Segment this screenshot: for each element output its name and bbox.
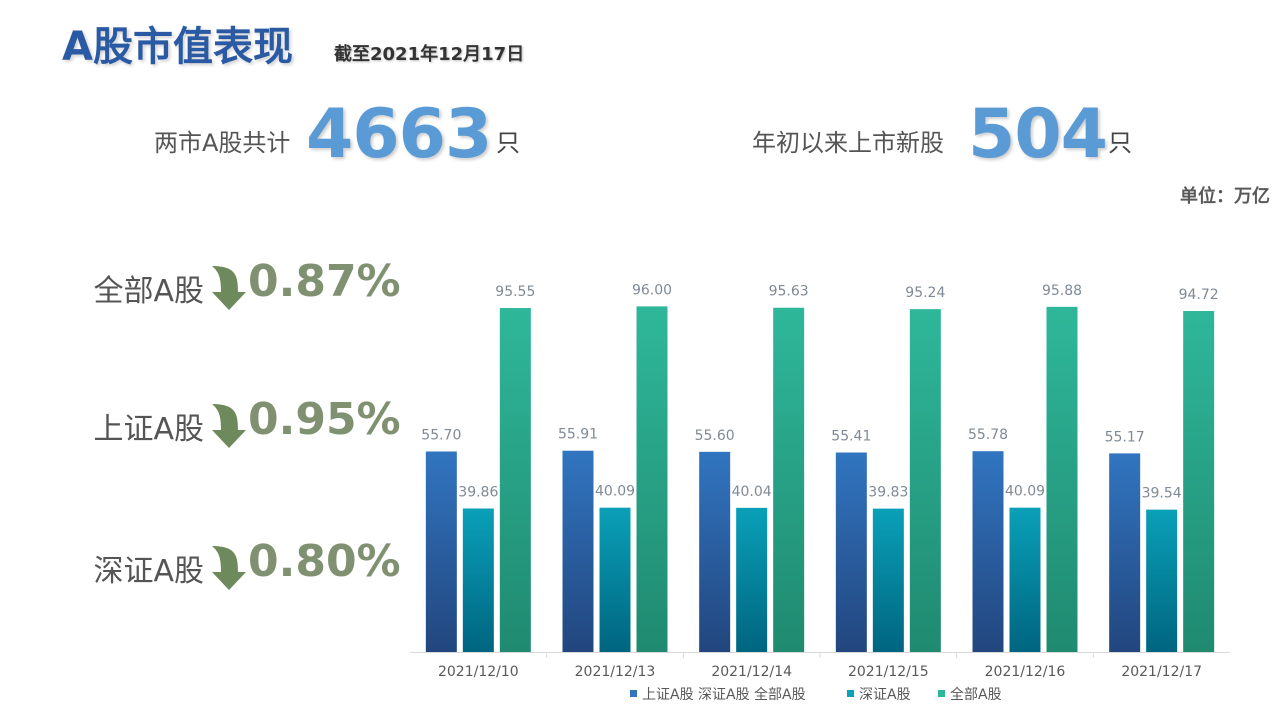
legend-swatch: [630, 690, 637, 697]
bar-2-6: [1146, 509, 1178, 652]
change-shenzhen-a: 深证A股 0.80%: [0, 536, 420, 600]
legend-label: 深证A股: [859, 687, 911, 703]
data-label: 95.88: [1042, 283, 1082, 299]
legend-label: 上证A股 深证A股 全部A股: [642, 686, 806, 703]
down-arrow-icon: [212, 266, 246, 310]
data-label: 40.04: [732, 484, 772, 500]
x-tick-label: 2021/12/14: [711, 664, 792, 680]
data-label: 40.09: [1005, 484, 1045, 500]
bar-3-4: [909, 309, 941, 652]
stat-total-stocks: 两市A股共计 4663 只: [0, 95, 640, 185]
bar-1-5: [972, 451, 1004, 652]
bar-1-3: [699, 451, 731, 652]
stat-label: 两市A股共计: [154, 129, 291, 157]
bar-3-6: [1183, 311, 1215, 652]
x-tick-label: 2021/12/13: [575, 664, 656, 680]
change-label: 全部A股: [93, 274, 204, 309]
stat-label: 年初以来上市新股: [752, 129, 944, 157]
bar-3-5: [1046, 306, 1078, 652]
bar-2-5: [1009, 507, 1041, 652]
data-label: 55.78: [968, 427, 1008, 443]
change-value: 0.87%: [248, 256, 401, 307]
change-all-a: 全部A股 0.87%: [0, 256, 420, 320]
bar-1-1: [425, 451, 457, 652]
change-value: 0.80%: [248, 536, 401, 587]
bar-3-1: [499, 308, 531, 652]
data-label: 55.60: [695, 428, 735, 444]
stat-unit: 只: [1108, 129, 1132, 157]
x-tick-label: 2021/12/15: [848, 664, 929, 680]
data-label: 39.83: [868, 485, 908, 501]
stat-unit: 只: [496, 129, 520, 157]
bar-2-4: [872, 508, 904, 652]
x-tick-label: 2021/12/16: [985, 664, 1066, 680]
bar-3-2: [636, 306, 668, 652]
data-label: 55.70: [421, 427, 461, 443]
down-arrow-icon: [212, 404, 246, 448]
change-label: 上证A股: [93, 412, 204, 447]
data-label: 94.72: [1179, 287, 1219, 303]
market-cap-bar-chart: 55.70 39.86 95.55 2021/12/10 55.91 40.09 96.00…: [410, 282, 1230, 703]
stat-new-listings: 年初以来上市新股 504 只: [640, 95, 1280, 185]
unit-note: 单位：万亿: [1180, 186, 1270, 207]
data-label: 39.54: [1142, 486, 1182, 502]
as-of-date: 截至2021年12月17日: [334, 44, 525, 65]
page-title: A股市值表现: [62, 24, 293, 70]
bar-1-4: [835, 452, 867, 652]
data-label: 55.91: [558, 427, 598, 443]
legend-label: 全部A股: [950, 686, 1002, 703]
change-shanghai-a: 上证A股 0.95%: [0, 394, 420, 458]
change-value: 0.95%: [248, 394, 401, 445]
data-label: 95.55: [495, 284, 535, 300]
bar-2-2: [599, 507, 631, 652]
bar-2-3: [736, 507, 768, 652]
down-arrow-icon: [212, 546, 246, 590]
data-label: 39.86: [458, 485, 498, 501]
bar-2-1: [462, 508, 494, 652]
legend-swatch: [938, 690, 945, 697]
data-label: 40.09: [595, 484, 635, 500]
data-label: 96.00: [632, 282, 672, 298]
legend-swatch: [847, 690, 854, 697]
data-label: 95.24: [905, 285, 945, 301]
stat-value: 504: [968, 95, 1108, 174]
x-tick-label: 2021/12/17: [1121, 664, 1202, 680]
data-label: 95.63: [769, 284, 809, 300]
bar-1-6: [1109, 453, 1141, 652]
change-label: 深证A股: [93, 554, 204, 589]
stat-value: 4663: [306, 95, 492, 174]
bar-1-2: [562, 450, 594, 652]
bar-3-3: [773, 307, 805, 652]
data-label: 55.17: [1105, 429, 1145, 445]
data-label: 55.41: [831, 429, 871, 445]
x-tick-label: 2021/12/10: [438, 664, 519, 680]
